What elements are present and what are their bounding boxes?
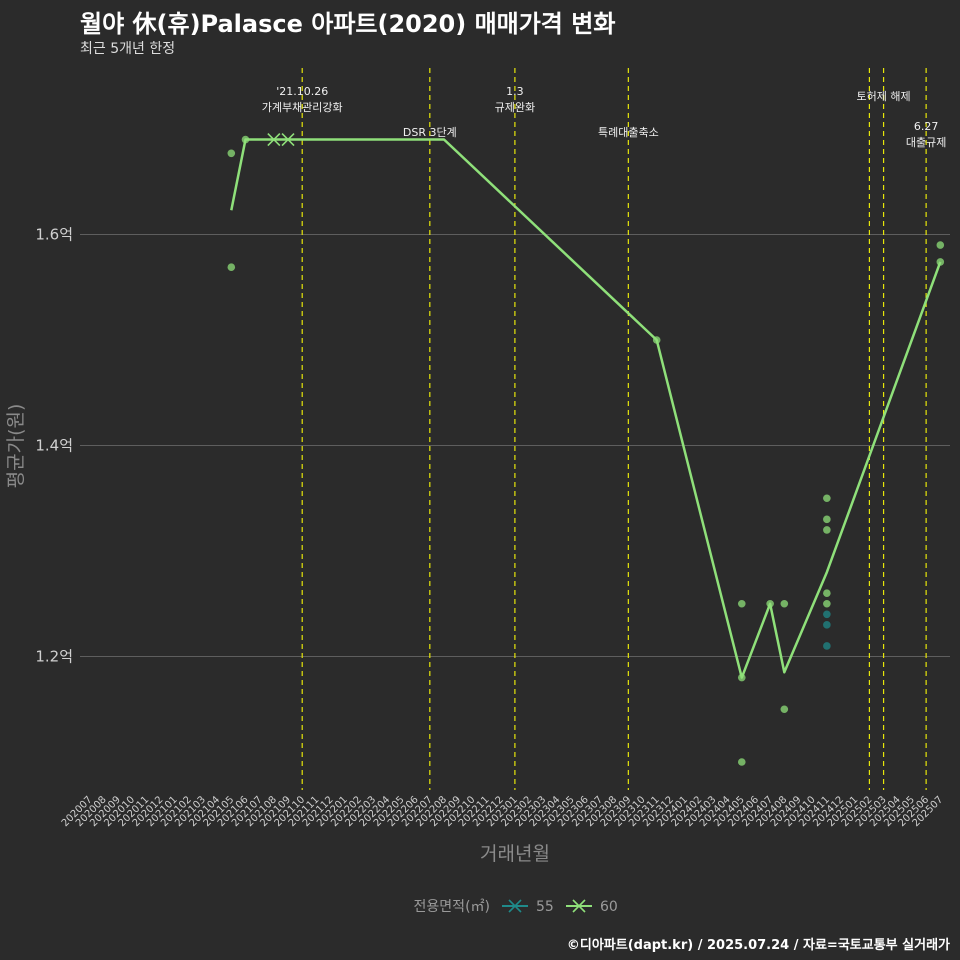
data-point-60 bbox=[780, 705, 789, 714]
data-point-60 bbox=[823, 599, 831, 608]
data-point-60 bbox=[936, 258, 945, 266]
event-label: 6.27 bbox=[914, 120, 939, 133]
legend-key-cross bbox=[572, 899, 586, 913]
data-point-55 bbox=[823, 642, 831, 650]
y-tick-label: 1.6억 bbox=[35, 226, 73, 244]
chart-subtitle: 최근 5개년 한정 bbox=[80, 41, 176, 57]
data-point-55 bbox=[823, 610, 831, 619]
event-label: DSR 3단계 bbox=[403, 126, 457, 139]
data-point-60 bbox=[936, 241, 945, 249]
x-axis-ticks: 2020072020082020092020102020112020122021… bbox=[60, 794, 946, 829]
legend-title: 전용면적(㎡) bbox=[414, 899, 490, 915]
data-point-60 bbox=[737, 758, 746, 766]
y-tick-label: 1.2억 bbox=[35, 648, 73, 666]
event-label: 특례대출축소 bbox=[598, 126, 659, 139]
data-point-60 bbox=[823, 494, 831, 503]
cross-marker-60 bbox=[281, 132, 295, 147]
data-point-60 bbox=[823, 526, 831, 534]
event-label: 1.3 bbox=[506, 85, 524, 98]
data-point-60 bbox=[823, 515, 831, 524]
source-caption: ©디아파트(dapt.kr) / 2025.07.24 / 자료=국토교통부 실… bbox=[566, 938, 950, 953]
data-point-55 bbox=[823, 621, 831, 629]
data-point-60 bbox=[652, 336, 661, 344]
legend: 전용면적(㎡) 55 60 bbox=[414, 899, 618, 915]
data-point-60 bbox=[241, 135, 250, 144]
y-axis-title: 평균가(원) bbox=[5, 404, 27, 489]
data-point-60 bbox=[737, 673, 746, 682]
data-point-60 bbox=[227, 263, 236, 272]
data-point-60 bbox=[227, 149, 236, 158]
cross-stroke bbox=[281, 132, 295, 147]
y-axis-ticks: 1.2억 1.4억 1.6억 bbox=[35, 226, 73, 666]
y-tick-label: 1.4억 bbox=[35, 437, 73, 455]
cross-marker-60 bbox=[267, 132, 281, 147]
event-label: 규제완화 bbox=[495, 101, 535, 114]
x-axis-title: 거래년월 bbox=[480, 843, 550, 865]
data-point-60 bbox=[766, 599, 774, 608]
legend-label: 55 bbox=[536, 899, 554, 915]
chart-title: 월야 休(휴)Palasce 아파트(2020) 매매가격 변화 bbox=[80, 10, 616, 38]
legend-key-cross bbox=[508, 899, 522, 913]
series-line-60 bbox=[230, 138, 942, 679]
event-label: 대출규제 bbox=[906, 136, 946, 149]
chart-series bbox=[227, 132, 945, 766]
legend-label: 60 bbox=[600, 899, 618, 915]
event-label: 토허제 해제 bbox=[857, 89, 911, 103]
event-label: 가계부채관리강화 bbox=[262, 101, 343, 114]
data-point-60 bbox=[823, 589, 831, 597]
data-point-60 bbox=[780, 599, 789, 608]
event-label: '21.10.26 bbox=[276, 85, 328, 98]
legend-item-60: 60 bbox=[566, 899, 618, 915]
data-point-60 bbox=[737, 599, 746, 608]
legend-item-55: 55 bbox=[502, 899, 554, 915]
cross-stroke bbox=[267, 132, 281, 147]
